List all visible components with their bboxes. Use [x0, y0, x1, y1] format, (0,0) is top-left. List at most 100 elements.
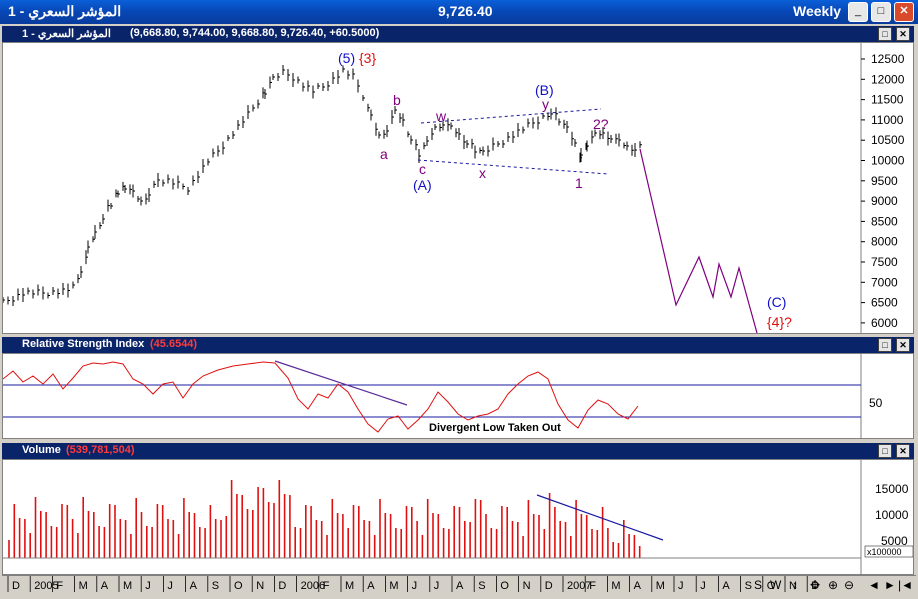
scroll-left-icon[interactable]: ◄ [868, 578, 880, 592]
scroll-end-icon[interactable]: |◄ [898, 578, 913, 592]
volume-axis-label-15000: 15000 [875, 482, 909, 496]
price-axis-label: 11500 [871, 93, 904, 107]
time-axis-label: J [700, 580, 706, 592]
price-axis-label: 9500 [871, 174, 898, 188]
price-panel-title: المؤشر السعري - 1 [22, 28, 111, 40]
time-axis-label: J [145, 580, 151, 592]
time-axis-label: A [634, 580, 642, 592]
scale-s-icon[interactable]: S [754, 578, 763, 592]
scroll-right-icon[interactable]: ► [884, 578, 896, 592]
time-axis-label: 2005 [34, 580, 58, 592]
minimize-button[interactable]: _ [848, 2, 868, 22]
window-title-bar: المؤشر السعري - 1 9,726.40 Weekly _ □ ✕ [0, 0, 918, 24]
time-axis-label: F [323, 580, 330, 592]
time-axis-label: F [56, 580, 63, 592]
price-axis-label: 6500 [871, 296, 898, 310]
wave-3-label: {3} [359, 50, 376, 66]
move-icon[interactable]: ✥ [810, 578, 821, 592]
zoom-out-icon[interactable]: ⊖ [844, 578, 855, 592]
rsi-axis-label-50: 50 [869, 396, 883, 410]
price-chart[interactable]: 12500 12000 11500 11000 10500 10000 9500 9000 85… [2, 42, 914, 334]
price-axis-label: 8500 [871, 214, 898, 228]
time-axis-label: M [611, 580, 620, 592]
rsi-panel-title: Relative Strength Index [22, 338, 145, 350]
time-axis-label: A [190, 580, 198, 592]
volume-restore-button[interactable]: □ [878, 444, 892, 458]
price-axis-label: 6000 [871, 316, 898, 330]
wave-4-label: {4}? [767, 314, 792, 330]
wave-A-label: (A) [413, 177, 432, 193]
time-axis-label: A [456, 580, 464, 592]
wave-x-label: x [479, 165, 486, 181]
volume-axis-label-5000: 5000 [881, 534, 908, 548]
zoom-in-icon[interactable]: ⊕ [828, 578, 839, 592]
price-axis-label: 12500 [871, 52, 905, 66]
wave-w-label: w [435, 108, 447, 124]
time-axis-label: J [167, 580, 173, 592]
lower-channel-line [417, 159, 609, 175]
wave-1-label: 1 [575, 175, 583, 191]
period-label: Weekly [793, 3, 841, 19]
time-axis-label: M [79, 580, 88, 592]
time-axis-label: S [212, 580, 219, 592]
time-axis-label: A [722, 580, 730, 592]
time-axis-label: J [412, 580, 418, 592]
projection-line [639, 148, 758, 333]
volume-chart-svg: 15000 10000 5000 x100000 [3, 460, 913, 574]
time-axis-label: D [811, 580, 819, 592]
volume-chart[interactable]: 15000 10000 5000 x100000 [2, 459, 914, 575]
price-chart-svg: 12500 12000 11500 11000 10500 10000 9500 9000 85… [3, 43, 905, 333]
volume-panel-header: Volume (539,781,504) □ ✕ [2, 443, 914, 459]
wave-b-label: b [393, 92, 401, 108]
time-axis-label: M [389, 580, 398, 592]
time-axis-label: 2006 [301, 580, 325, 592]
time-axis-label: J [678, 580, 684, 592]
volume-multiplier-label: x100000 [867, 547, 902, 557]
time-axis-label: 2007 [567, 580, 591, 592]
upper-channel-line [420, 108, 602, 124]
time-axis-label: S [478, 580, 485, 592]
rsi-chart[interactable]: 50 Divergent Low Taken Out [2, 353, 914, 439]
panel-restore-button[interactable]: □ [878, 27, 892, 41]
time-axis-label: D [545, 580, 553, 592]
rsi-restore-button[interactable]: □ [878, 338, 892, 352]
rsi-line [3, 361, 639, 433]
time-axis-label: N [523, 580, 531, 592]
time-axis-bar: D 2005 F M A M J J A S O N D 2006 F M A M J J A S O N D 2007 F M A M J… [2, 575, 916, 593]
time-axis-label: O [500, 580, 509, 592]
time-axis-label: O [234, 580, 243, 592]
price-panel-values: (9,668.80, 9,744.00, 9,668.80, 9,726.40,… [130, 27, 380, 39]
price-axis-label: 8000 [871, 235, 898, 249]
volume-panel-value: (539,781,504) [66, 444, 135, 456]
time-axis-label: F [589, 580, 596, 592]
rsi-close-button[interactable]: ✕ [896, 338, 910, 352]
time-axis-label: M [656, 580, 665, 592]
wave-B-label: (B) [535, 82, 554, 98]
rsi-panel-header: Relative Strength Index (45.6544) □ ✕ [2, 337, 914, 353]
time-axis-label: A [367, 580, 375, 592]
volume-bars [3, 480, 861, 559]
wave-C-label: (C) [767, 294, 786, 310]
time-axis-label: D [278, 580, 286, 592]
close-button[interactable]: ✕ [894, 2, 914, 22]
panel-close-button[interactable]: ✕ [896, 27, 910, 41]
vertical-scale-icon[interactable]: ↕ [792, 578, 798, 592]
price-axis-label: 11000 [871, 113, 904, 127]
time-axis-label: N [256, 580, 264, 592]
price-axis-label: 7000 [871, 275, 898, 289]
maximize-button[interactable]: □ [871, 2, 891, 22]
time-axis-label: D [12, 580, 20, 592]
volume-panel-title: Volume [22, 444, 61, 456]
time-axis-label: M [345, 580, 354, 592]
wave-a-label: a [380, 146, 388, 162]
volume-close-button[interactable]: ✕ [896, 444, 910, 458]
price-axis-label: 12000 [871, 72, 905, 86]
price-axis-label: 9000 [871, 194, 898, 208]
volume-multiplier-box [864, 545, 913, 558]
wave-2-label: 2? [593, 116, 609, 132]
time-axis-label: A [101, 580, 109, 592]
scale-w-icon[interactable]: W [770, 578, 782, 592]
price-axis-label: 10500 [871, 133, 905, 147]
price-axis-label: 7500 [871, 255, 898, 269]
